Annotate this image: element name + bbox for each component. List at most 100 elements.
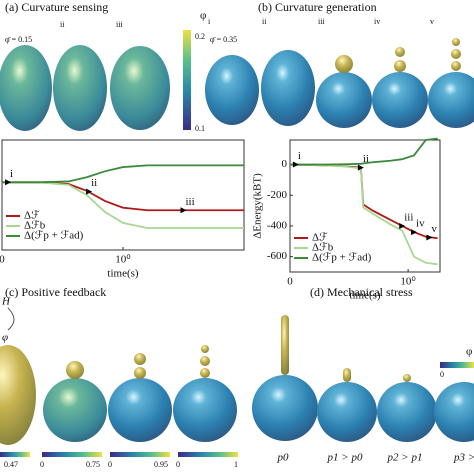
marker [357, 164, 364, 171]
legend-label: Δ(ℱp + ℱad) [312, 252, 372, 264]
stage: iii [318, 17, 325, 26]
series-line [2, 181, 244, 212]
panel-c: (c) Positive feedback H φ 0.47 0 0.75 0 … [0, 285, 238, 469]
bud [451, 49, 461, 59]
annotation: ii [363, 153, 369, 165]
colorbar [183, 30, 191, 130]
series-line [2, 181, 244, 229]
vesicle [261, 50, 315, 126]
vesicle [316, 72, 372, 128]
colorbar-tick: 0.75 [86, 460, 100, 469]
bud [335, 55, 353, 73]
series-line [289, 163, 438, 266]
annotation: iii [404, 211, 413, 223]
marker [426, 234, 433, 241]
legend-label: Δℱ [312, 232, 328, 244]
vesicle [205, 55, 259, 125]
pressure-label: p0 [277, 452, 290, 464]
vesicle [43, 378, 107, 442]
bud [395, 47, 405, 57]
vesicle [173, 378, 237, 442]
vesicle [53, 45, 107, 131]
marker [411, 229, 418, 236]
bud [200, 356, 210, 366]
panel-d: (d) Mechanical stress p0 p1 > p0 p2 > p1… [252, 285, 474, 464]
bud [394, 60, 406, 72]
vesicle [377, 382, 437, 442]
vesicle [317, 382, 377, 442]
vesicle [108, 378, 172, 442]
stage: v [430, 17, 434, 26]
stage: i [208, 17, 211, 26]
colorbar-tick: 0.1 [195, 124, 205, 133]
panel-title: (a) Curvature sensing [5, 0, 108, 14]
series-line [290, 137, 438, 166]
bud [201, 345, 209, 353]
marker [399, 222, 406, 229]
stage: ii [60, 20, 65, 29]
stage: iv [374, 17, 380, 26]
annotation: i [10, 168, 13, 180]
tube [343, 368, 351, 382]
legend-label: Δℱb [312, 242, 334, 254]
colorbar-tick: 0 [108, 460, 112, 469]
bud [403, 374, 411, 382]
bud [134, 353, 146, 365]
colorbar [0, 452, 30, 457]
marker [292, 161, 299, 168]
stage: ii [262, 17, 267, 26]
panel-title: (c) Positive feedback [5, 285, 106, 299]
loop-label: φ [2, 332, 8, 344]
phi-bar: φ̄ = 0.35 [210, 35, 237, 44]
pressure-label: p3 > [453, 452, 474, 464]
annotation: ii [91, 177, 97, 189]
stage: iii [116, 20, 123, 29]
loop-label: H [1, 296, 11, 308]
colorbar-tick: 0.95 [154, 460, 168, 469]
colorbar [110, 452, 170, 457]
panel-title: (d) Mechanical stress [310, 285, 413, 299]
panel-a: (a) Curvature sensing φ̄ = 0.15 ii iii φ… [0, 0, 206, 133]
bud [200, 368, 210, 378]
colorbar-tick: 0.47 [4, 460, 18, 469]
annotation: iii [186, 196, 195, 208]
pressure-label: p1 > p0 [327, 452, 363, 464]
y-axis-label: ΔEnergy(kBT) [252, 173, 264, 239]
y-tick-label: -400 [267, 219, 288, 231]
marker [5, 179, 12, 186]
loop-arrow [7, 307, 15, 331]
phi-bar: φ̄ = 0.15 [5, 35, 32, 44]
marker [180, 207, 187, 214]
x-tick-label: 0 [0, 254, 5, 266]
colorbar-label: φ [200, 10, 206, 22]
marker [86, 188, 93, 195]
vesicle [372, 72, 428, 128]
vesicle [0, 345, 36, 445]
bud [451, 61, 461, 71]
x-axis-label: time(s) [349, 290, 380, 302]
colorbar-tick: 1 [234, 460, 238, 469]
colorbar [42, 452, 102, 457]
vesicle [0, 45, 52, 131]
colorbar-tick: 0.2 [195, 32, 205, 41]
plot-frame [289, 139, 441, 273]
colorbar [440, 362, 474, 368]
panel-title: (b) Curvature generation [258, 0, 377, 14]
colorbar-tick: 0 [40, 460, 44, 469]
tube [281, 315, 289, 375]
bud [66, 361, 84, 379]
colorbar-tick: 0 [440, 370, 444, 379]
vesicle [110, 46, 170, 130]
vesicle [428, 72, 474, 128]
x-tick-label: 10⁰ [115, 254, 131, 266]
annotation: i [298, 150, 301, 162]
pressure-label: p2 > p1 [387, 452, 423, 464]
panel-b: (b) Curvature generation φ̄ = 0.35 i ii … [205, 0, 474, 128]
bud [134, 367, 146, 379]
vesicle [434, 382, 474, 442]
x-tick-label: 0 [287, 276, 293, 288]
legend-label: Δ(ℱp + ℱad) [24, 230, 84, 242]
y-tick-label: 0 [282, 158, 288, 170]
